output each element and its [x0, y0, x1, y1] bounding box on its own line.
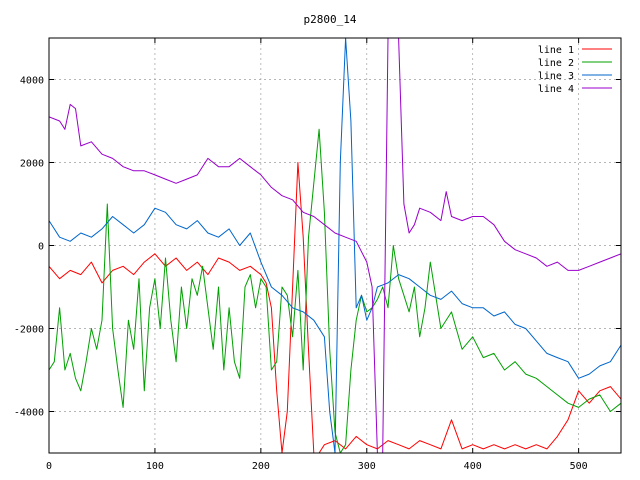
y-tick-label: 2000 [20, 159, 44, 170]
legend-label-4: line 4 [538, 84, 574, 95]
series-line-2 [49, 128, 621, 453]
chart-title: p2800_14 [304, 13, 357, 26]
series-group [49, 38, 621, 453]
y-tick-label: 4000 [20, 76, 44, 87]
x-tick-label: 300 [358, 461, 376, 472]
y-tick-label: -2000 [14, 325, 44, 336]
x-tick-label: 400 [464, 461, 482, 472]
series-line-4 [49, 38, 621, 453]
grid [49, 38, 621, 453]
x-tick-label: 100 [146, 461, 164, 472]
x-tick-label: 500 [570, 461, 588, 472]
x-tick-label: 200 [252, 461, 270, 472]
axis-ticks: 0 100 200 300 400 500 -4000 -2000 0 2000 4000 [14, 38, 621, 472]
legend-label-3: line 3 [538, 71, 574, 82]
y-tick-label: -4000 [14, 408, 44, 419]
legend: line 1 line 2 line 3 line 4 [538, 45, 612, 95]
legend-label-1: line 1 [538, 45, 574, 56]
series-line-1 [49, 162, 621, 453]
legend-label-2: line 2 [538, 58, 574, 69]
series-line-3 [49, 38, 621, 453]
x-tick-label: 0 [46, 461, 52, 472]
y-tick-label: 0 [38, 242, 44, 253]
